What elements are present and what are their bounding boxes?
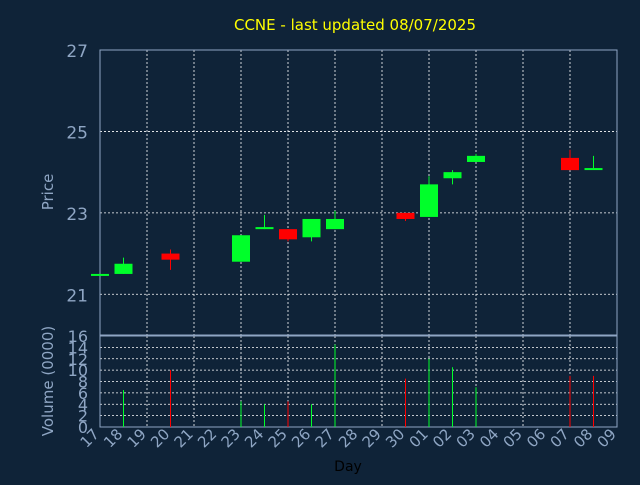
day-tick-label: 22 — [194, 425, 220, 451]
volume-tick-label: 8 — [78, 373, 88, 392]
price-grid — [100, 49, 618, 335]
price-tick-label: 21 — [66, 286, 88, 306]
price-candles — [91, 149, 603, 276]
day-axis-ticks: 1718192021222324252627282930010203040506… — [77, 425, 620, 451]
volume-tick-label: 2 — [78, 407, 88, 426]
volume-panel-frame — [99, 335, 618, 428]
candle-body — [561, 157, 579, 171]
candle-body — [161, 253, 180, 260]
volume-axis-label: Volume (0000) — [39, 326, 57, 436]
day-tick-label: 19 — [124, 425, 150, 451]
candle-body — [584, 168, 603, 171]
candle-body — [302, 218, 321, 238]
candle-body — [91, 273, 109, 276]
day-tick-label: 08 — [570, 425, 596, 451]
price-axis-label: Price — [39, 174, 57, 211]
day-tick-label: 23 — [218, 425, 244, 451]
candle-body — [114, 263, 133, 274]
volume-tick-label: 14 — [68, 338, 88, 357]
day-tick-label: 05 — [500, 425, 526, 451]
day-tick-label: 30 — [382, 425, 408, 451]
volume-tick-label: 4 — [78, 395, 88, 414]
price-axis-ticks: 21 23 25 27 — [66, 42, 88, 306]
volume-grid — [100, 335, 618, 428]
day-tick-label: 07 — [547, 425, 573, 451]
volume-tick-label: 0 — [78, 418, 88, 437]
candle-body — [396, 212, 415, 219]
price-tick-label: 27 — [66, 42, 88, 62]
day-tick-label: 02 — [429, 425, 455, 451]
candle-body — [255, 227, 274, 230]
volume-bars — [123, 344, 594, 427]
volume-tick-label: 12 — [68, 350, 88, 369]
candle-body — [467, 155, 485, 162]
candle-body — [279, 229, 297, 240]
day-tick-label: 27 — [312, 425, 338, 451]
price-panel-frame — [99, 49, 618, 336]
candle-body — [326, 218, 344, 230]
day-tick-label: 09 — [594, 425, 620, 451]
candle-body — [420, 184, 438, 217]
day-axis-label: Day — [334, 459, 362, 475]
day-tick-label: 01 — [406, 425, 432, 451]
day-tick-label: 18 — [100, 425, 126, 451]
price-tick-label: 25 — [66, 123, 88, 143]
day-tick-label: 06 — [523, 425, 549, 451]
day-tick-label: 21 — [171, 425, 197, 451]
volume-tick-label: 16 — [68, 327, 88, 346]
day-tick-label: 04 — [476, 425, 502, 451]
volume-tick-label: 10 — [68, 361, 88, 380]
day-tick-label: 25 — [265, 425, 291, 451]
candle-body — [443, 172, 462, 179]
day-tick-label: 29 — [359, 425, 385, 451]
day-tick-label: 28 — [335, 425, 361, 451]
chart-title: CCNE - last updated 08/07/2025 — [234, 16, 476, 34]
candle-body — [232, 235, 250, 262]
day-tick-label: 03 — [453, 425, 479, 451]
volume-tick-label: 6 — [78, 384, 88, 403]
day-tick-label: 24 — [241, 425, 267, 451]
price-tick-label: 23 — [66, 205, 88, 225]
day-tick-label: 20 — [147, 425, 173, 451]
day-tick-label: 26 — [288, 425, 314, 451]
